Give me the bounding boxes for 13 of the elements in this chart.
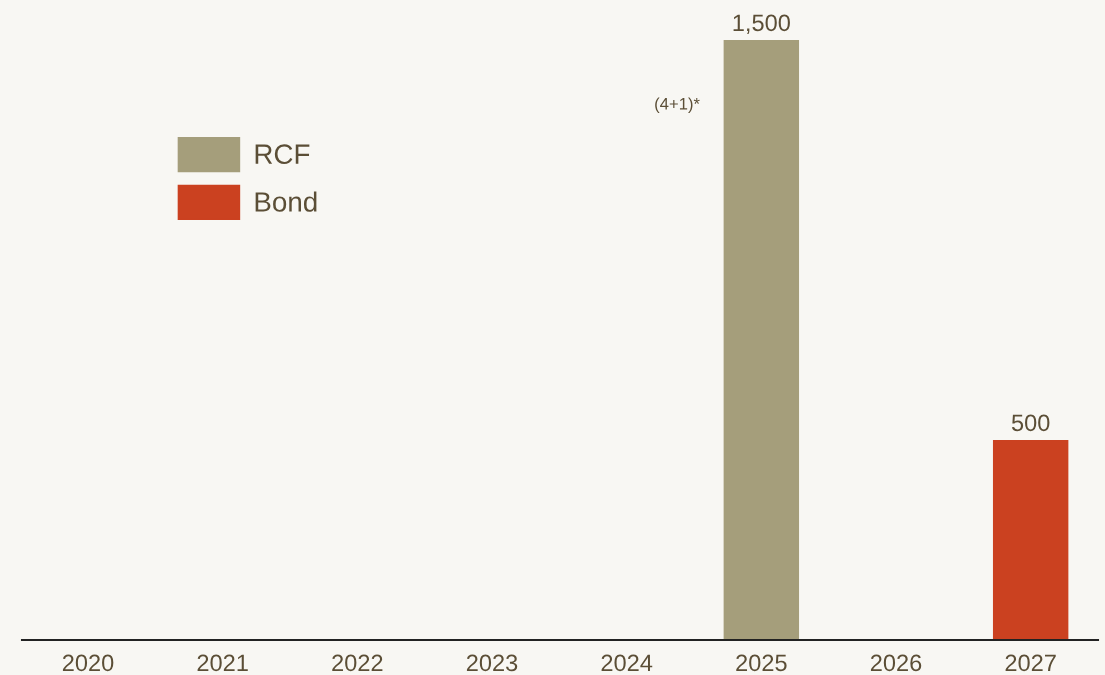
x-tick-label: 2027 [1005,654,1056,672]
x-tick-label: 2025 [736,654,787,672]
data-label: 500 [1011,414,1050,432]
legend-label: Bond [255,191,317,212]
x-tick-label: 2022 [332,654,383,672]
legend-label: RCF [255,144,310,165]
annotation: (4+1)* [655,97,700,113]
x-tick-label: 2024 [601,654,653,672]
x-tick-label: 2021 [197,654,248,672]
data-label: 1,500 [733,14,790,34]
x-tick-label: 2026 [870,654,922,672]
x-tick-label: 2020 [62,654,114,672]
x-tick-label: 2023 [466,654,518,672]
